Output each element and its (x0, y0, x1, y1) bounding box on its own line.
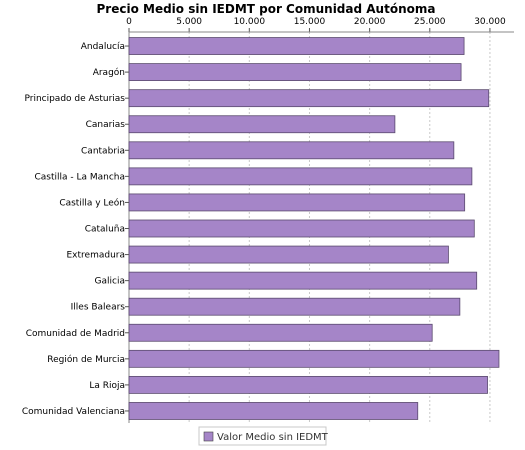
category-label: Cataluña (85, 225, 125, 235)
x-tick-label: 30.000 (474, 17, 506, 27)
x-tick-label: 0 (126, 17, 132, 27)
bar (128, 297, 461, 316)
bar (128, 349, 500, 368)
category-label: Galicia (95, 277, 125, 287)
category-label: Cantabria (81, 146, 125, 156)
category-label: Canarias (86, 120, 126, 130)
category-label: Comunidad Valenciana (22, 407, 125, 417)
bar (128, 89, 490, 108)
category-label: Illes Balears (71, 303, 126, 313)
bar (128, 323, 433, 342)
legend-label: Valor Medio sin IEDMT (217, 432, 329, 443)
x-tick-label: 20.000 (354, 17, 386, 27)
category-label: Región de Murcia (47, 354, 125, 365)
bar (128, 375, 488, 394)
bar (128, 37, 465, 55)
bar (128, 167, 473, 186)
x-tick-label: 15.000 (294, 17, 326, 27)
bar (128, 193, 466, 212)
category-label: Extremadura (67, 251, 126, 261)
chart-title: Precio Medio sin IEDMT por Comunidad Aut… (97, 2, 436, 16)
bar (128, 141, 455, 160)
bar (128, 402, 419, 420)
x-tick-label: 25.000 (414, 17, 446, 27)
category-label: La Rioja (89, 381, 125, 391)
bar (128, 245, 449, 264)
legend: Valor Medio sin IEDMT (198, 426, 329, 446)
category-label: Comunidad de Madrid (26, 329, 125, 339)
category-label: Castilla - La Mancha (34, 172, 125, 182)
legend-box (198, 426, 327, 446)
category-label: Aragón (93, 67, 125, 78)
category-label: Castilla y León (59, 197, 125, 208)
x-tick-label: 5.000 (176, 17, 202, 27)
category-label: Andalucía (81, 42, 125, 52)
bar (128, 219, 475, 238)
category-label: Principado de Asturias (24, 94, 125, 104)
legend-swatch (203, 431, 214, 442)
x-tick-label: 10.000 (234, 17, 266, 27)
plot-area: 0 5.000 10.000 15.000 20.000 25.000 30.000 Anda… (22, 17, 514, 423)
bar (128, 271, 478, 290)
bar (128, 63, 462, 81)
bar (128, 115, 396, 134)
